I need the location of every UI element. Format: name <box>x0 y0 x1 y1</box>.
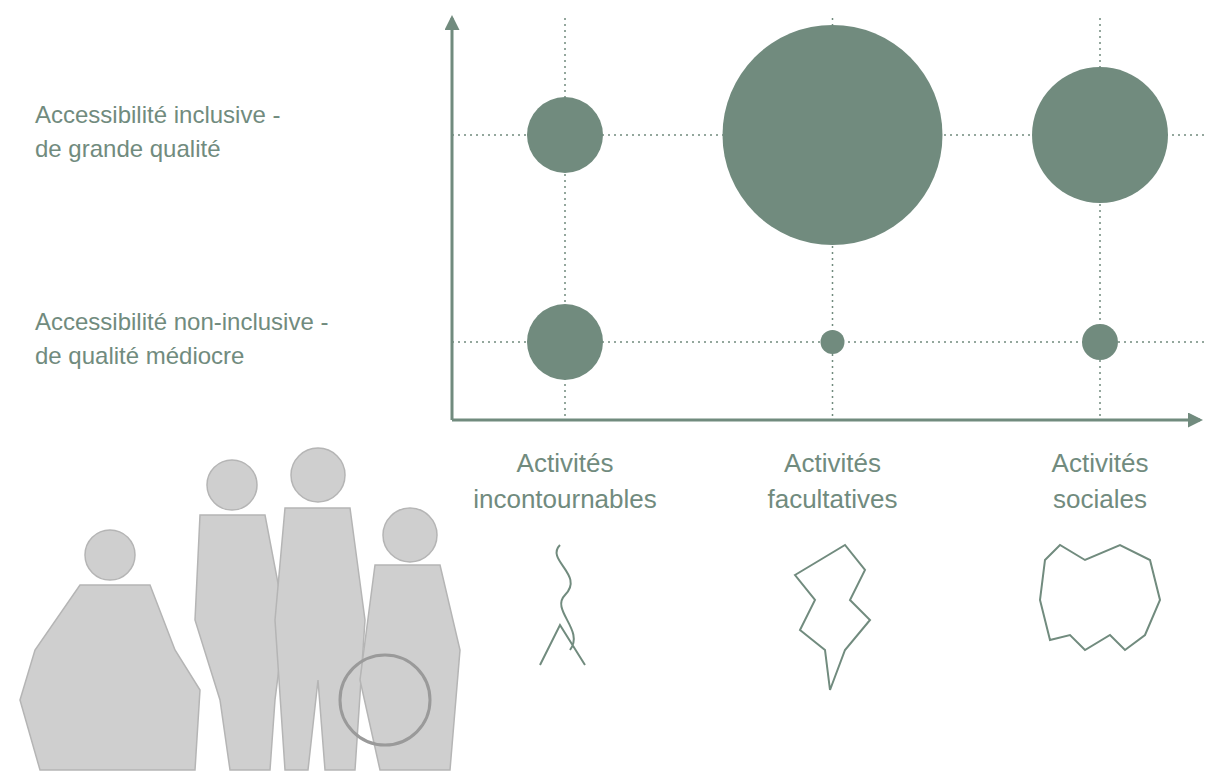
icon <box>795 545 870 690</box>
icon <box>540 545 585 665</box>
icon <box>1040 545 1160 650</box>
x-tick-label-line: Activités <box>1052 448 1149 478</box>
x-tick-label: Activités sociales <box>1052 448 1149 514</box>
bubble <box>527 97 603 173</box>
y-tick-label-line: de qualité médiocre <box>35 342 244 369</box>
bubble <box>527 304 603 380</box>
x-axis-line <box>452 419 1200 422</box>
x-tick-label: Activités facultatives <box>767 448 897 514</box>
activity-icons <box>540 545 1160 690</box>
silhouette <box>291 448 345 502</box>
bubble <box>1032 67 1168 203</box>
silhouette <box>195 515 285 770</box>
y-tick-label: Accessibilité inclusive - de grande quali… <box>35 101 280 162</box>
x-tick-label-line: sociales <box>1053 484 1147 514</box>
x-tick-label-line: Activités <box>517 448 614 478</box>
y-tick-label-line: Accessibilité non-inclusive - <box>35 308 328 335</box>
bubble <box>1082 324 1118 360</box>
chart: Activités incontournables Activités faculta… <box>0 0 1206 780</box>
silhouette <box>360 565 460 770</box>
y-tick-label-line: de grande qualité <box>35 135 220 162</box>
bubble <box>723 25 943 245</box>
wheel <box>340 655 430 745</box>
silhouette <box>20 585 200 770</box>
bubbles <box>527 25 1168 380</box>
y-tick-label-line: Accessibilité inclusive - <box>35 101 280 128</box>
x-tick-label-line: facultatives <box>767 484 897 514</box>
silhouette <box>383 508 437 562</box>
silhouette <box>85 530 135 580</box>
x-tick-label-line: incontournables <box>473 484 657 514</box>
grid <box>452 18 1206 420</box>
y-tick-label: Accessibilité non-inclusive - de qualité … <box>35 308 328 369</box>
silhouette <box>207 460 257 510</box>
y-axis-line <box>451 18 454 420</box>
x-tick-label: Activités incontournables <box>473 448 657 514</box>
people-silhouettes <box>20 448 460 770</box>
x-tick-label-line: Activités <box>784 448 881 478</box>
bubble <box>821 330 845 354</box>
